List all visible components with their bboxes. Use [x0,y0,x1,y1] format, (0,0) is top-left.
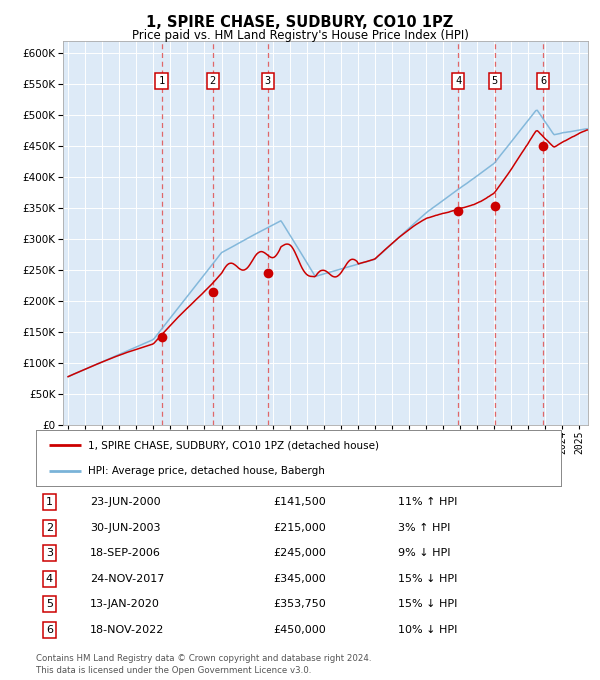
Text: 1, SPIRE CHASE, SUDBURY, CO10 1PZ (detached house): 1, SPIRE CHASE, SUDBURY, CO10 1PZ (detac… [89,441,380,450]
Text: 1: 1 [158,76,164,86]
Text: 10% ↓ HPI: 10% ↓ HPI [398,625,457,635]
Text: £353,750: £353,750 [274,599,326,609]
Text: 2: 2 [46,523,53,533]
Text: 3% ↑ HPI: 3% ↑ HPI [398,523,450,533]
Text: 9% ↓ HPI: 9% ↓ HPI [398,548,450,558]
Text: 30-JUN-2003: 30-JUN-2003 [90,523,161,533]
Text: 18-SEP-2006: 18-SEP-2006 [90,548,161,558]
Text: 1: 1 [46,497,53,507]
Text: 13-JAN-2020: 13-JAN-2020 [90,599,160,609]
Text: 1, SPIRE CHASE, SUDBURY, CO10 1PZ: 1, SPIRE CHASE, SUDBURY, CO10 1PZ [146,15,454,30]
Text: 2: 2 [210,76,216,86]
Text: 3: 3 [46,548,53,558]
Text: 23-JUN-2000: 23-JUN-2000 [90,497,161,507]
Text: £245,000: £245,000 [274,548,326,558]
Text: 15% ↓ HPI: 15% ↓ HPI [398,574,457,584]
Text: 24-NOV-2017: 24-NOV-2017 [90,574,164,584]
Text: HPI: Average price, detached house, Babergh: HPI: Average price, detached house, Babe… [89,466,325,476]
Text: £141,500: £141,500 [274,497,326,507]
Text: £215,000: £215,000 [274,523,326,533]
Text: £345,000: £345,000 [274,574,326,584]
Text: 4: 4 [46,574,53,584]
Text: 5: 5 [492,76,498,86]
Text: 3: 3 [265,76,271,86]
Text: 4: 4 [455,76,461,86]
Text: £450,000: £450,000 [274,625,326,635]
Text: 6: 6 [540,76,547,86]
Text: 18-NOV-2022: 18-NOV-2022 [90,625,164,635]
Text: Price paid vs. HM Land Registry's House Price Index (HPI): Price paid vs. HM Land Registry's House … [131,29,469,41]
Text: 5: 5 [46,599,53,609]
Text: This data is licensed under the Open Government Licence v3.0.: This data is licensed under the Open Gov… [36,666,311,675]
Text: 6: 6 [46,625,53,635]
Text: 11% ↑ HPI: 11% ↑ HPI [398,497,457,507]
Text: 15% ↓ HPI: 15% ↓ HPI [398,599,457,609]
Text: Contains HM Land Registry data © Crown copyright and database right 2024.: Contains HM Land Registry data © Crown c… [36,654,371,663]
